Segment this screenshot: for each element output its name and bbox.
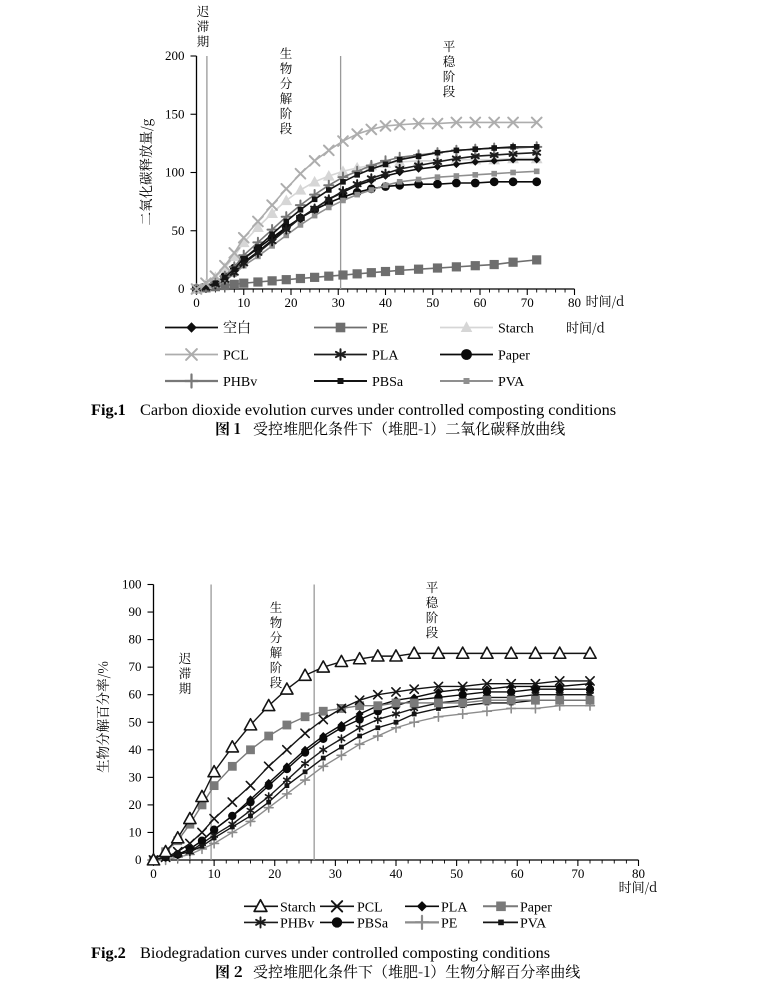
svg-text:PCL: PCL xyxy=(357,900,383,915)
svg-text:70: 70 xyxy=(571,866,584,881)
svg-text:40: 40 xyxy=(390,866,403,881)
svg-text:Paper: Paper xyxy=(498,349,530,364)
svg-text:10: 10 xyxy=(208,866,221,881)
svg-text:二氧化碳释放量/g: 二氧化碳释放量/g xyxy=(135,118,155,225)
svg-text:70: 70 xyxy=(521,295,534,310)
svg-text:30: 30 xyxy=(332,295,345,310)
svg-text:Paper: Paper xyxy=(520,900,552,915)
svg-text:期: 期 xyxy=(197,32,210,50)
svg-text:段: 段 xyxy=(280,119,293,137)
svg-text:200: 200 xyxy=(165,48,185,63)
svg-text:图 1: 图 1 xyxy=(215,418,241,439)
svg-text:10: 10 xyxy=(237,295,250,310)
svg-text:20: 20 xyxy=(285,295,298,310)
svg-text:20: 20 xyxy=(268,866,281,881)
svg-text:时间/d: 时间/d xyxy=(586,291,625,310)
svg-text:0: 0 xyxy=(178,281,185,296)
svg-text:50: 50 xyxy=(129,714,142,729)
svg-text:PE: PE xyxy=(441,916,457,931)
svg-text:100: 100 xyxy=(122,577,142,592)
svg-text:30: 30 xyxy=(129,769,142,784)
svg-text:10: 10 xyxy=(129,824,142,839)
svg-text:PHBv: PHBv xyxy=(223,375,257,390)
svg-text:期: 期 xyxy=(179,679,192,697)
svg-text:PVA: PVA xyxy=(498,375,525,390)
svg-text:Starch: Starch xyxy=(280,900,316,915)
svg-text:40: 40 xyxy=(129,742,142,757)
svg-text:Fig.1: Fig.1 xyxy=(91,400,126,419)
svg-text:0: 0 xyxy=(135,852,142,867)
svg-text:PBSa: PBSa xyxy=(372,375,404,390)
svg-text:50: 50 xyxy=(426,295,439,310)
svg-text:90: 90 xyxy=(129,604,142,619)
svg-text:空白: 空白 xyxy=(223,318,251,338)
svg-text:PCL: PCL xyxy=(223,349,249,364)
svg-text:80: 80 xyxy=(568,295,581,310)
svg-text:受控堆肥化条件下（堆肥-1）生物分解百分率曲线: 受控堆肥化条件下（堆肥-1）生物分解百分率曲线 xyxy=(253,961,580,982)
svg-text:20: 20 xyxy=(129,797,142,812)
svg-text:PBSa: PBSa xyxy=(357,916,389,931)
svg-text:150: 150 xyxy=(165,106,185,121)
svg-text:图 2: 图 2 xyxy=(215,961,243,982)
svg-text:0: 0 xyxy=(150,866,157,881)
svg-text:Biodegradation curves under co: Biodegradation curves under controlled c… xyxy=(140,943,550,962)
svg-text:受控堆肥化条件下（堆肥-1）二氧化碳释放曲线: 受控堆肥化条件下（堆肥-1）二氧化碳释放曲线 xyxy=(253,418,565,439)
svg-text:60: 60 xyxy=(511,866,524,881)
svg-text:80: 80 xyxy=(129,632,142,647)
svg-text:段: 段 xyxy=(426,623,439,641)
svg-text:Carbon dioxide evolution curve: Carbon dioxide evolution curves under co… xyxy=(140,400,616,419)
svg-text:0: 0 xyxy=(193,295,200,310)
svg-text:生物分解百分率/%: 生物分解百分率/% xyxy=(92,661,112,773)
svg-text:60: 60 xyxy=(474,295,487,310)
svg-text:段: 段 xyxy=(270,673,283,691)
svg-text:PLA: PLA xyxy=(372,349,399,364)
svg-text:段: 段 xyxy=(443,82,456,100)
svg-text:50: 50 xyxy=(450,866,463,881)
svg-text:100: 100 xyxy=(165,165,185,180)
svg-text:40: 40 xyxy=(379,295,392,310)
svg-text:PHBv: PHBv xyxy=(280,916,314,931)
svg-text:70: 70 xyxy=(129,659,142,674)
svg-text:30: 30 xyxy=(329,866,342,881)
svg-text:PVA: PVA xyxy=(520,916,547,931)
svg-text:时间/d: 时间/d xyxy=(619,877,658,896)
svg-text:Fig.2: Fig.2 xyxy=(91,943,126,962)
svg-text:50: 50 xyxy=(172,223,185,238)
svg-text:PLA: PLA xyxy=(441,900,468,915)
svg-text:时间/d: 时间/d xyxy=(566,318,605,337)
svg-text:60: 60 xyxy=(129,687,142,702)
svg-text:PE: PE xyxy=(372,322,388,337)
svg-text:Starch: Starch xyxy=(498,322,534,337)
